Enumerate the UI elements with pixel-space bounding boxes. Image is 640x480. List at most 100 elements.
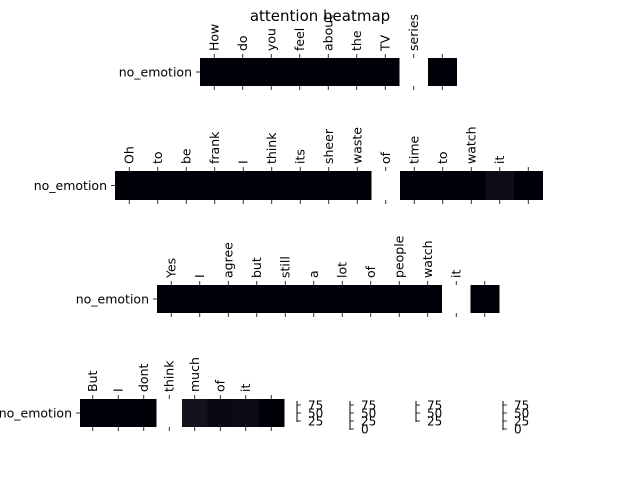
colorbar-tick-label: 0 bbox=[361, 423, 369, 437]
row-label: no_emotion bbox=[0, 406, 72, 421]
token-label: to bbox=[435, 151, 450, 164]
token-label: of bbox=[212, 379, 227, 392]
colorbar-tick-label: 50 bbox=[361, 407, 376, 421]
heatmap-cell bbox=[157, 285, 186, 313]
token-label: still bbox=[277, 256, 292, 278]
heatmap-cell bbox=[385, 285, 414, 313]
colorbar-tick-label: 0 bbox=[514, 423, 522, 437]
token-label: but bbox=[249, 257, 264, 278]
heatmap-cell bbox=[257, 58, 286, 86]
token-label: people bbox=[391, 235, 406, 278]
heatmap-cell bbox=[257, 171, 287, 200]
heatmap-cell bbox=[156, 399, 183, 427]
token-label: it bbox=[238, 384, 253, 392]
heatmap-cell bbox=[400, 171, 429, 200]
token-label: think bbox=[161, 360, 176, 392]
token-label: watch bbox=[420, 240, 435, 278]
token-label: I bbox=[192, 274, 207, 278]
heatmap-cell bbox=[314, 171, 344, 200]
token-label: I bbox=[235, 160, 250, 164]
token-label: lot bbox=[334, 262, 349, 278]
heatmap-cell bbox=[371, 58, 400, 86]
token-label: dont bbox=[136, 363, 151, 392]
heatmap-cell bbox=[356, 285, 386, 313]
heatmap-cell bbox=[428, 171, 458, 200]
chart-title: attention heatmap bbox=[250, 7, 390, 25]
token-label: do bbox=[235, 35, 250, 51]
token-label: the bbox=[349, 30, 364, 51]
heatmap-panels: How do you feel about the TV series no_emotion Oh… bbox=[0, 14, 543, 431]
token-label: time bbox=[406, 135, 421, 164]
row-label: no_emotion bbox=[119, 65, 192, 80]
token-label: I bbox=[110, 388, 125, 392]
colorbar-tick-label: 75 bbox=[427, 399, 442, 413]
heatmap-cell bbox=[131, 399, 157, 427]
token-label: much bbox=[187, 357, 202, 392]
colorbar-tick-label: 75 bbox=[361, 399, 376, 413]
token-label: frank bbox=[207, 131, 222, 164]
heatmap-cell bbox=[299, 285, 329, 313]
heatmap-cell bbox=[328, 285, 357, 313]
colorbar-tick-label: 50 bbox=[514, 407, 529, 421]
token-label: a bbox=[306, 270, 321, 278]
colorbar-tick-label: 50 bbox=[308, 407, 323, 421]
token-label: Oh bbox=[121, 146, 136, 164]
colorbar-tick-label: 25 bbox=[427, 415, 442, 429]
token-label: waste bbox=[349, 127, 364, 164]
colorbar-tick-label: 75 bbox=[308, 399, 323, 413]
heatmap-cell bbox=[457, 171, 486, 200]
token-label: of bbox=[363, 265, 378, 278]
heatmap-cell bbox=[233, 399, 259, 427]
token-label: But bbox=[85, 371, 100, 392]
colorbar-tick-label: 25 bbox=[308, 415, 323, 429]
token-label: agree bbox=[220, 242, 235, 278]
heatmap-cell bbox=[314, 58, 343, 86]
token-label: to bbox=[150, 151, 165, 164]
heatmap-cell bbox=[185, 285, 215, 313]
heatmap-cell bbox=[428, 58, 457, 86]
heatmap-cell bbox=[286, 171, 315, 200]
heatmap-cell bbox=[470, 285, 500, 313]
token-label: it bbox=[448, 270, 463, 278]
heatmap-cell bbox=[105, 399, 132, 427]
token-label: watch bbox=[463, 126, 478, 164]
heatmap-cell bbox=[485, 171, 515, 200]
token-label: be bbox=[178, 148, 193, 164]
token-label: Yes bbox=[163, 258, 178, 279]
heatmap-panel: How do you feel about the TV series no_emotion bbox=[119, 14, 457, 90]
heatmap-cell bbox=[413, 285, 443, 313]
heatmap-cell bbox=[207, 399, 234, 427]
token-label: you bbox=[263, 28, 278, 51]
token-label: How bbox=[206, 24, 221, 51]
heatmap-cell bbox=[229, 171, 258, 200]
token-label: series bbox=[406, 14, 421, 51]
token-label: its bbox=[292, 149, 307, 164]
heatmap-cell bbox=[371, 171, 401, 200]
heatmap-cell bbox=[172, 171, 201, 200]
heatmap-cell bbox=[115, 171, 144, 200]
colorbar-tick-label: 50 bbox=[427, 407, 442, 421]
heatmap-cell bbox=[271, 285, 300, 313]
token-label: think bbox=[264, 132, 279, 164]
heatmap-cell bbox=[285, 58, 315, 86]
heatmap-cell bbox=[514, 171, 543, 200]
heatmap-cell bbox=[342, 58, 372, 86]
token-label: sheer bbox=[321, 128, 336, 164]
colorbar-tick-label: 25 bbox=[361, 415, 376, 429]
heatmap-cell bbox=[442, 285, 471, 313]
heatmap-cell bbox=[258, 399, 285, 427]
heatmap-cell bbox=[242, 285, 272, 313]
token-label: of bbox=[378, 151, 393, 164]
colorbar-tick-label: 75 bbox=[514, 399, 529, 413]
heatmap-cell bbox=[182, 399, 208, 427]
heatmap-cell bbox=[343, 171, 372, 200]
heatmap-cell bbox=[214, 285, 243, 313]
heatmap-cell bbox=[200, 171, 230, 200]
